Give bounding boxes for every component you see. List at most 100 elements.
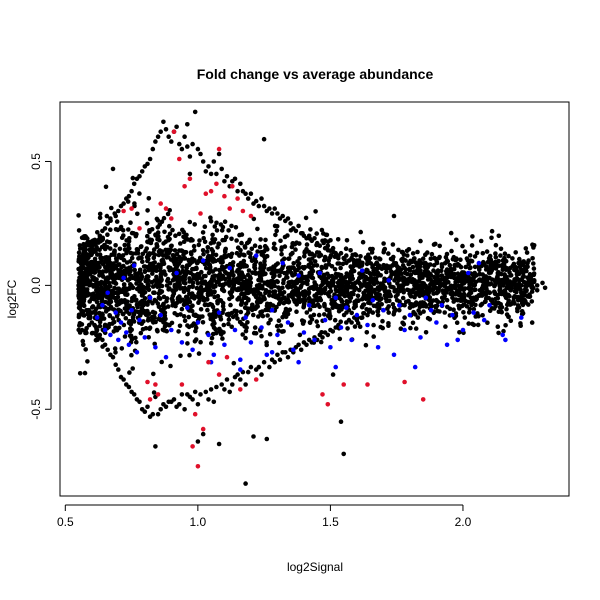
- data-point: [175, 296, 181, 302]
- data-point: [176, 231, 182, 237]
- data-point: [198, 151, 203, 157]
- data-point: [352, 287, 357, 293]
- data-point: [217, 328, 222, 334]
- data-point-blue: [333, 364, 339, 370]
- data-point: [529, 289, 535, 294]
- data-point-red: [227, 206, 232, 211]
- data-point: [396, 247, 401, 253]
- data-point: [329, 297, 335, 303]
- data-point: [296, 265, 302, 271]
- data-point-blue: [169, 327, 174, 333]
- data-point: [242, 286, 248, 291]
- data-point: [400, 275, 406, 280]
- data-point: [200, 248, 206, 253]
- data-point: [542, 285, 548, 291]
- data-point: [147, 326, 152, 332]
- data-point: [85, 359, 90, 364]
- data-point: [136, 275, 142, 281]
- data-point: [222, 254, 227, 260]
- data-point: [330, 245, 336, 251]
- data-point: [489, 268, 495, 273]
- data-point: [131, 231, 136, 236]
- data-point: [317, 290, 323, 296]
- data-point: [501, 283, 506, 288]
- data-point: [216, 241, 221, 246]
- data-point: [361, 311, 366, 316]
- data-point: [172, 248, 178, 253]
- data-point: [131, 181, 137, 187]
- data-point-blue: [253, 253, 259, 258]
- data-point: [262, 258, 267, 264]
- data-point: [375, 312, 381, 318]
- data-point: [515, 294, 521, 300]
- data-point: [190, 272, 196, 278]
- data-point: [158, 129, 163, 134]
- data-point: [421, 284, 427, 290]
- data-point: [399, 249, 405, 255]
- data-point: [113, 213, 118, 219]
- data-point-blue: [407, 312, 413, 318]
- data-point: [497, 280, 503, 286]
- data-point: [299, 318, 305, 323]
- data-point: [273, 232, 278, 238]
- data-point: [156, 304, 162, 310]
- data-point-blue: [102, 327, 108, 333]
- data-point: [118, 298, 123, 304]
- data-point: [378, 324, 384, 330]
- data-point: [213, 330, 219, 336]
- data-point: [399, 288, 404, 293]
- data-point: [140, 259, 145, 265]
- data-point: [151, 314, 157, 319]
- data-point: [280, 213, 286, 219]
- data-point: [413, 312, 418, 317]
- data-point: [238, 181, 243, 187]
- data-point: [346, 293, 351, 299]
- data-point: [193, 276, 199, 282]
- data-point: [402, 257, 407, 263]
- data-point: [123, 316, 129, 321]
- data-point: [503, 278, 508, 283]
- data-point: [168, 363, 173, 369]
- data-point: [470, 321, 475, 327]
- data-point-blue: [116, 337, 121, 343]
- data-point: [208, 292, 214, 297]
- data-point: [200, 431, 206, 437]
- points-layer: [76, 109, 548, 486]
- data-point: [311, 263, 316, 268]
- data-point: [128, 220, 133, 225]
- data-point: [425, 262, 431, 268]
- data-point: [251, 434, 256, 439]
- data-point: [77, 254, 82, 259]
- data-point-blue: [94, 315, 100, 320]
- data-point: [314, 263, 320, 268]
- data-point: [235, 188, 240, 194]
- data-point: [359, 275, 365, 280]
- data-point: [291, 261, 297, 266]
- data-point: [272, 359, 278, 365]
- data-point: [112, 346, 118, 351]
- data-point: [153, 265, 159, 270]
- data-point: [484, 249, 490, 254]
- data-point: [169, 139, 174, 144]
- data-point: [150, 146, 156, 152]
- data-point: [397, 299, 402, 304]
- data-point: [220, 282, 225, 288]
- data-point: [387, 298, 392, 304]
- data-point: [481, 290, 487, 296]
- data-point: [456, 283, 461, 289]
- data-point: [338, 265, 343, 271]
- data-point: [178, 353, 183, 359]
- data-point-red: [129, 206, 134, 211]
- data-point: [349, 320, 354, 325]
- data-point: [380, 318, 385, 324]
- data-point: [354, 317, 360, 323]
- data-point: [466, 278, 471, 283]
- data-point: [510, 263, 515, 269]
- data-point: [375, 265, 381, 271]
- data-point: [530, 255, 535, 261]
- data-point-blue: [418, 335, 423, 340]
- x-axis-label: log2Signal: [287, 560, 343, 574]
- data-point: [197, 238, 202, 243]
- data-point: [478, 238, 484, 244]
- data-point-blue: [264, 352, 270, 358]
